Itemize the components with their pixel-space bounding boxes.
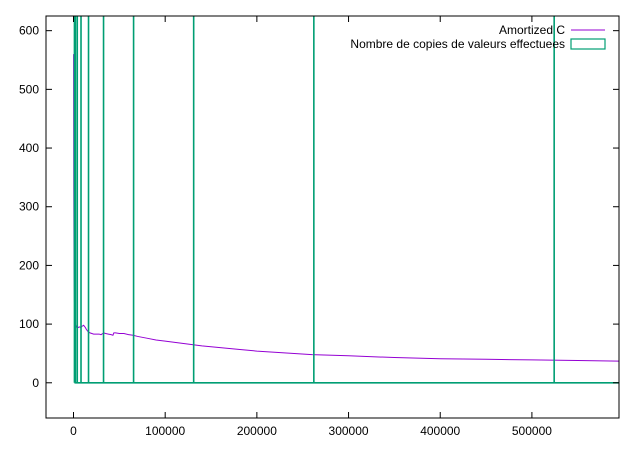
y-tick-label: 100	[19, 317, 39, 331]
x-tick-label: 300000	[329, 424, 369, 438]
y-tick-label: 600	[19, 24, 39, 38]
x-tick-label: 100000	[145, 424, 185, 438]
x-tick-label: 0	[70, 424, 77, 438]
series-layer	[73, 16, 619, 384]
legend-label: Amortized C	[499, 23, 565, 37]
y-tick-label: 500	[19, 82, 39, 96]
series-line	[73, 54, 619, 362]
x-tick-label: 500000	[512, 424, 552, 438]
plot-frame	[45, 15, 620, 419]
y-tick-label: 0	[32, 376, 39, 390]
legend-label: Nombre de copies de valeurs effectuees	[350, 37, 565, 51]
legend-swatch	[570, 38, 606, 50]
axes-layer: 0 100 200 300 400 500 600 0 100000 200000 300000 40…	[19, 16, 619, 438]
y-tick-label: 400	[19, 141, 39, 155]
y-tick-label: 200	[19, 258, 39, 272]
y-tick-label: 300	[19, 200, 39, 214]
x-tick-label: 200000	[237, 424, 277, 438]
x-tick-label: 400000	[420, 424, 460, 438]
